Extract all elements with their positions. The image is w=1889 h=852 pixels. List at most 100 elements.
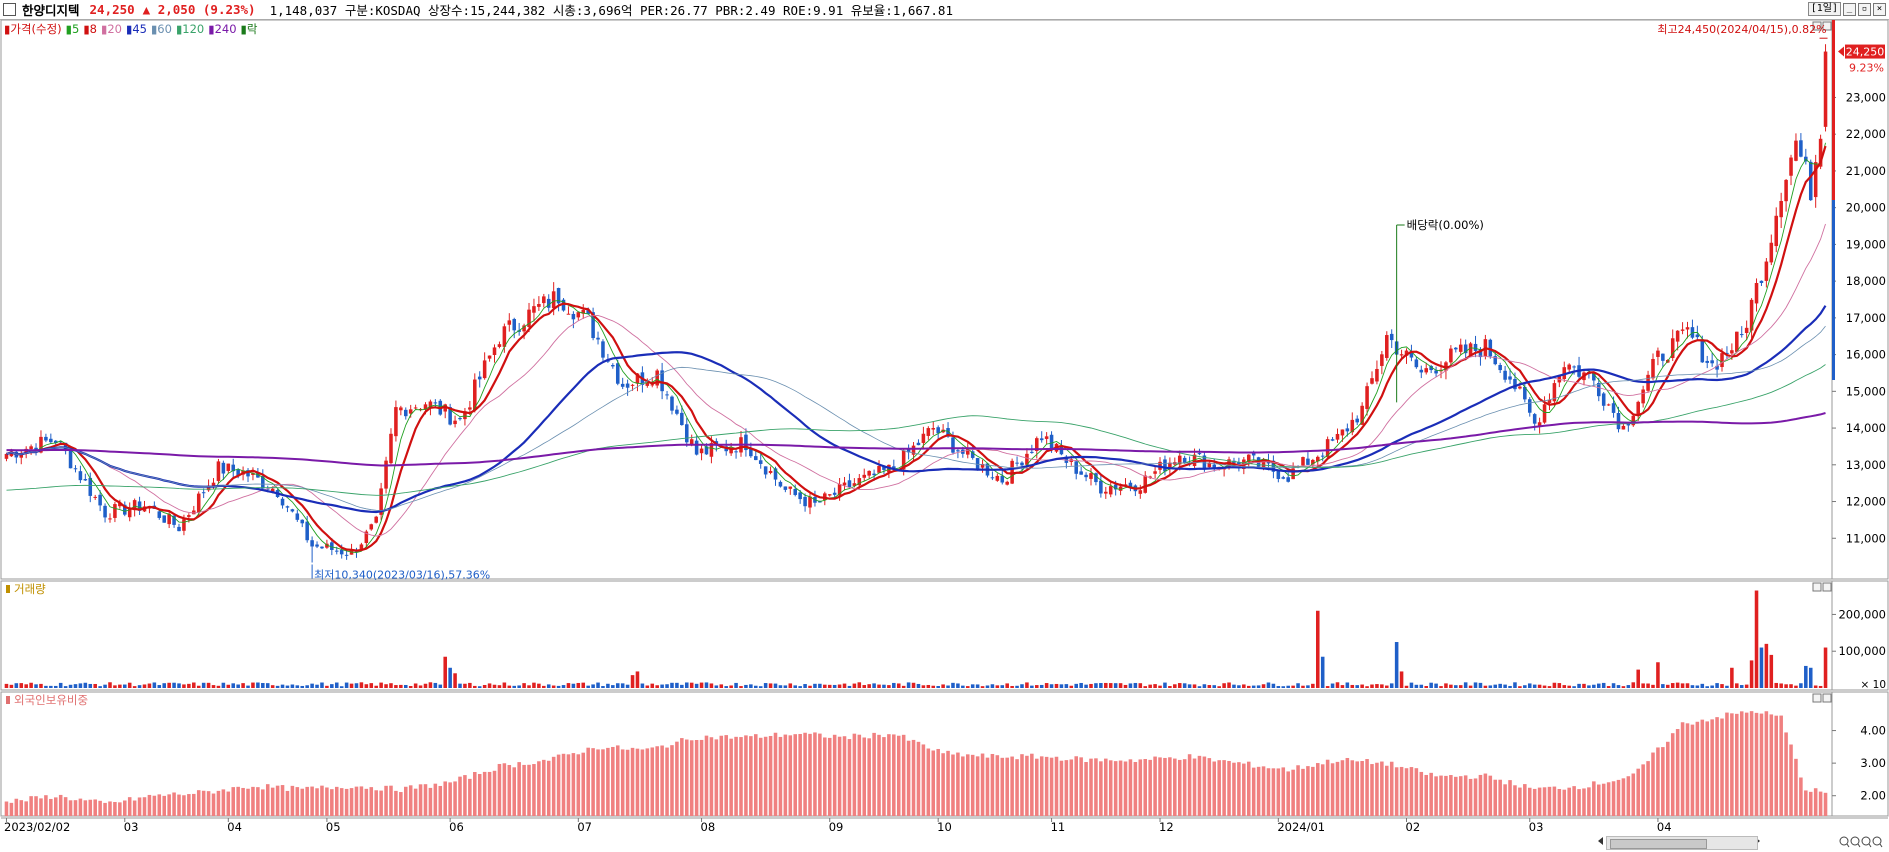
foreign-bar bbox=[1518, 787, 1522, 816]
candle-body bbox=[1508, 376, 1512, 380]
candle-body bbox=[1020, 462, 1024, 466]
foreign-bar bbox=[103, 802, 107, 816]
volume-bar bbox=[1054, 683, 1059, 688]
volume-bar bbox=[482, 684, 487, 688]
candle-body bbox=[1330, 439, 1335, 441]
volume-bar bbox=[1641, 683, 1645, 688]
zoom-out-icon[interactable] bbox=[1839, 836, 1849, 846]
foreign-bar bbox=[295, 787, 300, 816]
candle-body bbox=[231, 464, 236, 472]
candle-body bbox=[458, 418, 462, 420]
foreign-bar bbox=[734, 736, 738, 816]
x-tick-label: 03 bbox=[1529, 820, 1544, 834]
foreign-bar bbox=[1044, 756, 1049, 816]
foreign-bar bbox=[196, 790, 201, 816]
candle-body bbox=[389, 433, 393, 464]
axis-range-down bbox=[1832, 200, 1835, 380]
volume-bar bbox=[684, 682, 689, 688]
foreign-bar bbox=[1099, 761, 1103, 816]
volume-bar bbox=[1601, 682, 1606, 688]
close-icon[interactable]: × bbox=[1873, 2, 1886, 16]
foreign-bar bbox=[1232, 762, 1236, 816]
volume-bar bbox=[749, 684, 753, 688]
candle-body bbox=[926, 428, 931, 436]
candle-body bbox=[551, 291, 556, 308]
candle-body bbox=[1005, 481, 1009, 485]
candle-body bbox=[1641, 389, 1645, 404]
candle-body bbox=[576, 312, 581, 318]
select-checkbox[interactable] bbox=[3, 3, 16, 16]
foreign-bar bbox=[1311, 766, 1315, 816]
foreign-bar bbox=[1370, 764, 1374, 816]
minimize-icon[interactable]: _ bbox=[1843, 2, 1856, 16]
volume-bar bbox=[1074, 683, 1078, 688]
volume-bar bbox=[34, 684, 38, 688]
volume-bar bbox=[1242, 684, 1246, 688]
foreign-bar bbox=[882, 737, 886, 816]
volume-bar bbox=[1138, 683, 1143, 688]
chart-scrollbar[interactable] bbox=[1606, 836, 1758, 850]
foreign-bar bbox=[330, 789, 334, 816]
foreign-title-marker bbox=[6, 696, 10, 704]
legend-item: ▮120 bbox=[175, 22, 205, 36]
scroll-thumb[interactable] bbox=[1610, 839, 1707, 849]
foreign-bar bbox=[1138, 759, 1143, 816]
candle-body bbox=[1306, 458, 1310, 465]
foreign-bar bbox=[1454, 776, 1458, 816]
volume-bar bbox=[1532, 684, 1537, 688]
volume-bar bbox=[423, 683, 428, 688]
volume-bar bbox=[724, 686, 728, 688]
foreign-bar bbox=[88, 799, 93, 816]
candle-body bbox=[1794, 140, 1798, 161]
candle-body bbox=[1744, 327, 1749, 334]
candle-body bbox=[98, 494, 102, 506]
candle-body bbox=[103, 505, 107, 518]
volume-bar bbox=[1365, 686, 1369, 688]
volume-bar bbox=[167, 682, 171, 688]
foreign-bar bbox=[660, 745, 664, 816]
foreign-bar bbox=[1335, 761, 1340, 816]
zoom-reset-icon[interactable] bbox=[1850, 836, 1860, 846]
volume-bar bbox=[601, 686, 605, 688]
foreign-bar bbox=[236, 786, 240, 816]
restore-icon[interactable]: ▫ bbox=[1858, 2, 1871, 16]
volume-bar bbox=[773, 683, 778, 688]
volume-bar bbox=[1064, 684, 1069, 688]
foreign-bar bbox=[1636, 768, 1640, 816]
volume-bar bbox=[1503, 684, 1507, 688]
volume-bar bbox=[946, 685, 950, 688]
foreign-bar bbox=[1503, 784, 1507, 816]
candle-body bbox=[1695, 334, 1700, 338]
foreign-bar bbox=[1532, 788, 1537, 816]
foreign-bar bbox=[482, 771, 487, 816]
candle-body bbox=[374, 516, 378, 523]
period-button[interactable]: [1일] bbox=[1807, 2, 1841, 16]
volume-bar bbox=[1212, 685, 1217, 688]
scroll-left-icon[interactable] bbox=[1598, 837, 1603, 845]
foreign-bar bbox=[339, 788, 344, 816]
zoom-fit-icon[interactable] bbox=[1872, 836, 1882, 846]
zoom-in-icon[interactable] bbox=[1861, 836, 1871, 846]
candle-body bbox=[4, 453, 9, 459]
candle-body bbox=[334, 550, 339, 552]
foreign-bar bbox=[542, 759, 546, 816]
foreign-bar bbox=[1197, 755, 1202, 816]
foreign-bar bbox=[1330, 763, 1335, 816]
volume-bar bbox=[571, 683, 576, 688]
volume-bar bbox=[729, 685, 733, 688]
volume-bar bbox=[216, 685, 221, 688]
candle-body bbox=[1523, 386, 1527, 400]
volume-bar bbox=[1158, 685, 1162, 688]
foreign-bar bbox=[1399, 766, 1404, 816]
candle-body bbox=[847, 480, 852, 488]
candle-body bbox=[936, 427, 940, 434]
candle-body bbox=[798, 492, 802, 500]
foreign-bar bbox=[877, 734, 881, 816]
foreign-bar bbox=[1468, 778, 1473, 816]
candle-body bbox=[1454, 347, 1458, 350]
volume-bar bbox=[1301, 685, 1305, 688]
volume-bar bbox=[24, 684, 28, 688]
volume-bar bbox=[823, 684, 827, 688]
foreign-bar bbox=[1611, 781, 1616, 816]
